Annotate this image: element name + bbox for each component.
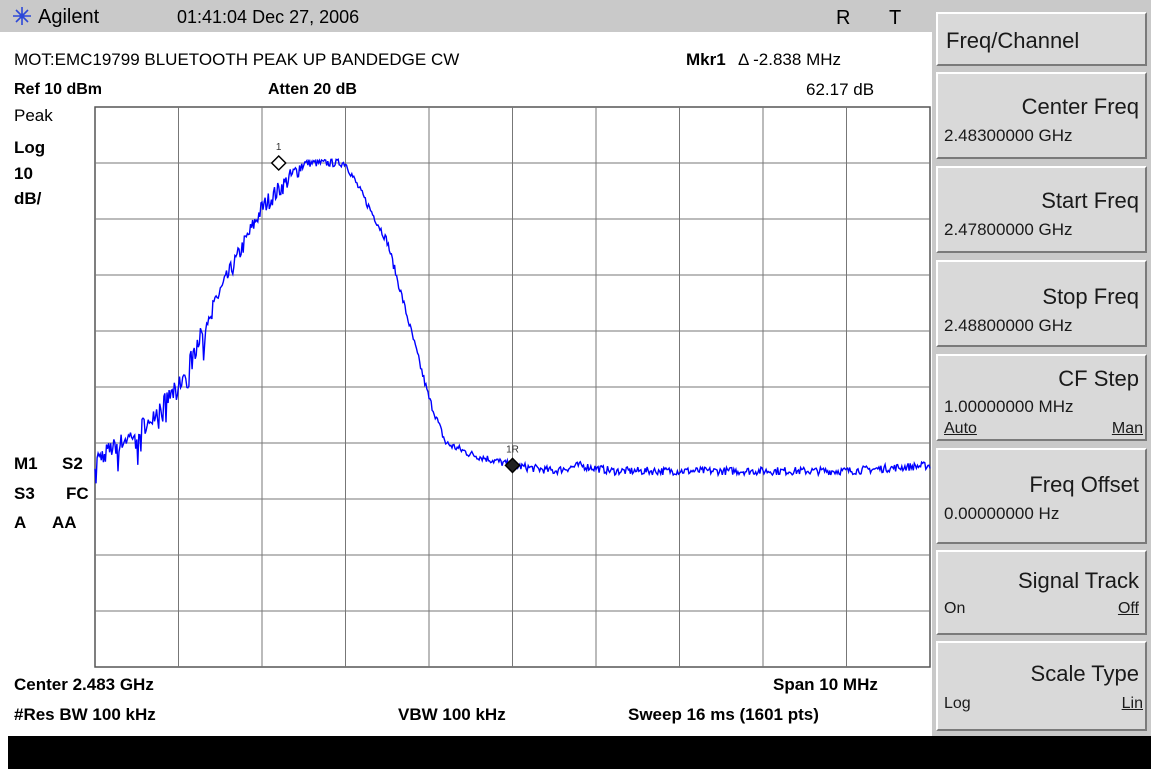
stop-freq-softkey[interactable]: Stop Freq 2.48800000 GHz [936, 260, 1147, 347]
vbw-readout: VBW 100 kHz [398, 705, 506, 724]
trace-state-m1: M1 [14, 454, 38, 473]
scale-value: 10 [14, 164, 33, 183]
cf-step-man-option: Man [1111, 420, 1143, 437]
trace-title: MOT:EMC19799 BLUETOOTH PEAK UP BANDEDGE … [14, 50, 460, 69]
marker-delta-frequency: Δ -2.838 MHz [738, 50, 842, 69]
status-bar [8, 736, 1151, 769]
spectrum-plot: 1 1R [94, 106, 931, 668]
analyzer-screen [8, 44, 932, 728]
reference-level: Ref 10 dBm [14, 81, 103, 98]
signal-track-off-option: Off [1117, 600, 1139, 617]
marker-1r-label: 1R [506, 444, 519, 455]
signal-track-label: Signal Track [1017, 568, 1139, 593]
trace-state-s3: S3 [14, 484, 35, 503]
stop-freq-label: Stop Freq [1042, 284, 1139, 309]
title-bar: Agilent 01:41:04 Dec 27, 2006 R T [0, 0, 932, 32]
start-freq-softkey[interactable]: Start Freq 2.47800000 GHz [936, 166, 1147, 253]
scale-type-lin-option: Lin [1121, 695, 1143, 712]
date-time: 01:41:04 Dec 27, 2006 [177, 7, 360, 27]
trace-state-fc: FC [66, 484, 89, 503]
scale-mode: Log [14, 138, 46, 157]
marker-1-diamond [270, 154, 287, 172]
trace-state-aa: AA [52, 513, 77, 532]
cf-step-auto-option: Auto [944, 420, 977, 437]
agilent-spark-icon [13, 7, 31, 25]
sweep-readout: Sweep 16 ms (1601 pts) [628, 705, 819, 724]
signal-track-softkey[interactable]: Signal Track On Off [936, 550, 1147, 635]
menu-title-label: Freq/Channel [946, 28, 1080, 53]
freq-offset-value: 0.00000000 Hz [944, 504, 1060, 523]
cf-step-softkey[interactable]: CF Step 1.00000000 MHz Auto Man [936, 354, 1147, 441]
marker-1r-diamond [504, 457, 521, 474]
brand-name: Agilent [38, 6, 100, 28]
marker-1-label: 1 [276, 142, 282, 153]
center-freq-softkey[interactable]: Center Freq 2.48300000 GHz [936, 72, 1147, 159]
marker-label: Mkr1 [686, 50, 726, 69]
freq-offset-softkey[interactable]: Freq Offset 0.00000000 Hz [936, 448, 1147, 544]
scale-type-softkey[interactable]: Scale Type Log Lin [936, 641, 1147, 731]
trace-state-s2: S2 [62, 454, 83, 473]
trace-state-a: A [14, 513, 27, 532]
cf-step-label: CF Step [1058, 366, 1139, 391]
stop-freq-value: 2.48800000 GHz [944, 316, 1073, 335]
plot-grid [94, 106, 931, 668]
span-readout: Span 10 MHz [773, 675, 878, 694]
signal-track-on-option: On [944, 600, 966, 617]
start-freq-value: 2.47800000 GHz [944, 220, 1073, 239]
scale-unit: dB/ [14, 189, 42, 208]
center-freq-value: 2.48300000 GHz [944, 126, 1073, 145]
remote-flag: R [836, 7, 851, 29]
cf-step-value: 1.00000000 MHz [944, 397, 1074, 416]
scale-type-log-option: Log [944, 695, 971, 712]
attenuation: Atten 20 dB [268, 81, 357, 98]
freq-offset-label: Freq Offset [1029, 472, 1139, 497]
marker-delta-amplitude: 62.17 dB [806, 80, 875, 99]
center-frequency-readout: Center 2.483 GHz [14, 675, 154, 694]
scale-type-label: Scale Type [1030, 661, 1139, 686]
center-freq-label: Center Freq [1021, 94, 1139, 119]
start-freq-label: Start Freq [1041, 188, 1139, 213]
rbw-readout: #Res BW 100 kHz [14, 705, 156, 724]
detector-mode: Peak [14, 106, 53, 125]
menu-title-freq-channel: Freq/Channel [936, 12, 1147, 66]
softkey-panel: Freq/Channel Center Freq 2.48300000 GHz … [932, 0, 1151, 736]
trigger-flag: T [889, 7, 902, 29]
